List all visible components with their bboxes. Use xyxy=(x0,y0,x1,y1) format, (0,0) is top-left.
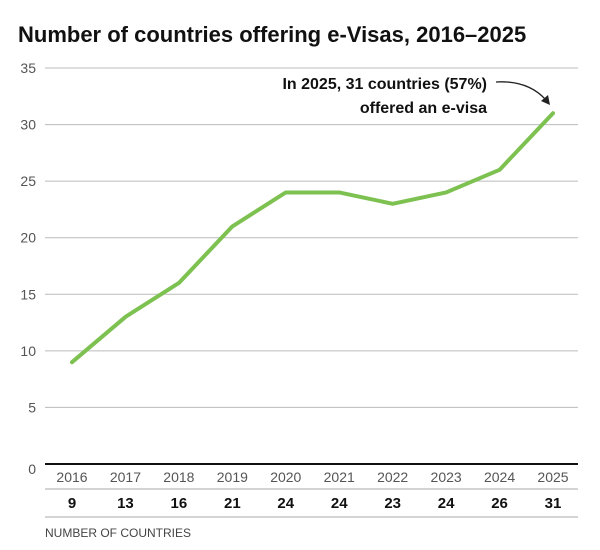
data-value-label: 24 xyxy=(331,495,348,512)
data-value-label: 16 xyxy=(171,495,188,512)
data-value-label: 31 xyxy=(545,495,562,512)
chart-title: Number of countries offering e-Visas, 20… xyxy=(18,22,526,47)
annotation-line-2: offered an e-visa xyxy=(360,100,487,117)
x-tick-label: 2020 xyxy=(270,469,301,485)
x-tick-label: 2019 xyxy=(217,469,248,485)
x-tick-label: 2025 xyxy=(537,469,568,485)
x-tick-label: 2018 xyxy=(163,469,194,485)
y-tick-label: 0 xyxy=(28,461,36,477)
y-tick-label: 10 xyxy=(20,343,36,359)
data-value-label: 21 xyxy=(224,495,241,512)
x-tick-label: 2022 xyxy=(377,469,408,485)
x-tick-label: 2016 xyxy=(56,469,87,485)
annotation-line-1: In 2025, 31 countries (57%) xyxy=(282,76,487,93)
y-tick-label: 5 xyxy=(28,399,36,415)
y-tick-label: 30 xyxy=(20,117,36,133)
x-tick-label: 2017 xyxy=(110,469,141,485)
x-tick-label: 2021 xyxy=(324,469,355,485)
data-value-label: 26 xyxy=(491,495,508,512)
data-value-label: 9 xyxy=(68,495,76,512)
x-tick-label: 2024 xyxy=(484,469,515,485)
y-tick-label: 15 xyxy=(20,286,36,302)
x-tick-label: 2023 xyxy=(431,469,462,485)
data-value-label: 23 xyxy=(384,495,401,512)
table-label: NUMBER OF COUNTRIES xyxy=(45,526,191,540)
data-value-label: 13 xyxy=(117,495,134,512)
y-tick-label: 25 xyxy=(20,173,36,189)
y-tick-label: 35 xyxy=(20,60,36,76)
data-value-label: 24 xyxy=(277,495,294,512)
annotation-arrow xyxy=(495,81,550,105)
series-line xyxy=(70,111,555,365)
y-tick-label: 20 xyxy=(20,230,36,246)
data-value-label: 24 xyxy=(438,495,455,512)
